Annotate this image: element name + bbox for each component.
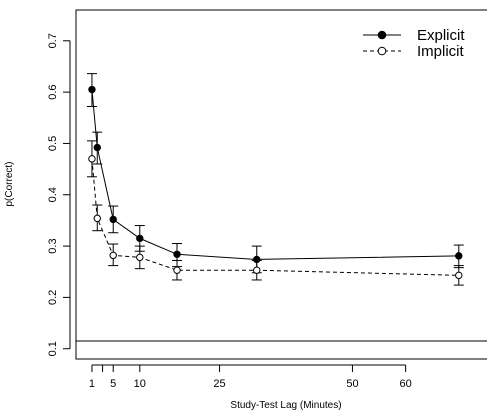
y-tick-label: 0.4 <box>47 187 59 202</box>
x-tick-label: 10 <box>134 378 146 390</box>
data-point <box>109 251 117 260</box>
data-point <box>173 250 181 259</box>
data-point <box>109 215 117 224</box>
data-point <box>455 271 463 280</box>
data-point <box>253 266 261 274</box>
y-tick-label: 0.1 <box>47 341 59 356</box>
series-explicit <box>86 73 464 274</box>
data-point <box>136 234 144 243</box>
y-tick-label: 0.6 <box>47 84 59 99</box>
legend-explicit-label: Explicit <box>417 27 465 44</box>
data-point <box>88 85 96 94</box>
data-point <box>88 155 96 163</box>
y-tick-label: 0.7 <box>47 33 59 48</box>
legend-explicit-marker <box>377 30 387 40</box>
series-line <box>91 89 459 260</box>
y-tick-label: 0.2 <box>47 290 59 305</box>
data-point <box>455 252 463 260</box>
y-tick-label: 0.5 <box>47 136 59 151</box>
legend-implicit-marker <box>377 46 387 56</box>
x-tick-label: 5 <box>110 378 116 390</box>
x-axis-title: Study-Test Lag (Minutes) <box>230 400 341 411</box>
x-tick-label: 50 <box>346 378 358 390</box>
data-point <box>136 253 144 262</box>
data-point <box>173 266 181 274</box>
y-axis: 0.1 0.2 0.3 0.4 0.5 0.6 0.7 <box>47 33 71 356</box>
y-tick-label: 0.3 <box>47 238 59 253</box>
x-tick-label: 60 <box>399 378 411 390</box>
legend-implicit-label: Implicit <box>417 43 465 60</box>
series-implicit <box>86 140 464 286</box>
data-point <box>93 143 101 152</box>
x-axis: 1 5 10 25 50 60 <box>89 364 412 390</box>
data-point <box>93 214 101 223</box>
y-axis-title: p(Correct) <box>4 161 15 206</box>
plot-frame <box>75 9 487 360</box>
x-tick-label: 1 <box>89 378 95 390</box>
series-layer <box>86 73 464 286</box>
legend: Explicit Implicit <box>363 27 465 60</box>
series-line <box>91 158 459 276</box>
x-tick-label: 25 <box>213 378 225 390</box>
